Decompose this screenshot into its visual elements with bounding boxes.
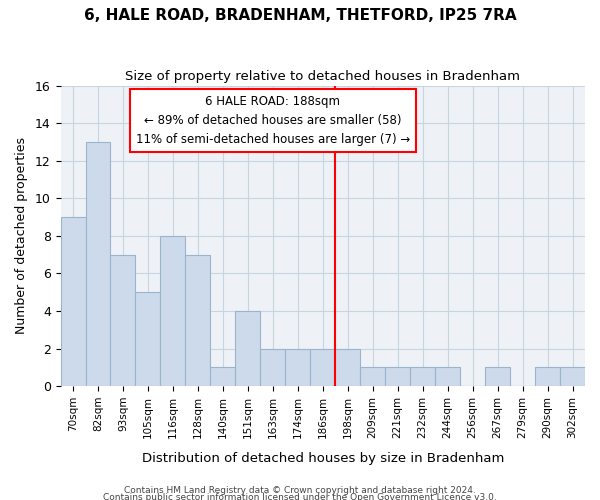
Text: Contains public sector information licensed under the Open Government Licence v3: Contains public sector information licen…	[103, 494, 497, 500]
Title: Size of property relative to detached houses in Bradenham: Size of property relative to detached ho…	[125, 70, 520, 83]
Bar	[136, 292, 160, 386]
Bar	[185, 254, 211, 386]
Text: Contains HM Land Registry data © Crown copyright and database right 2024.: Contains HM Land Registry data © Crown c…	[124, 486, 476, 495]
Bar	[235, 311, 260, 386]
Bar	[310, 348, 335, 387]
Text: 6 HALE ROAD: 188sqm
← 89% of detached houses are smaller (58)
11% of semi-detach: 6 HALE ROAD: 188sqm ← 89% of detached ho…	[136, 95, 410, 146]
Bar	[535, 368, 560, 386]
Bar	[160, 236, 185, 386]
Bar	[560, 368, 585, 386]
Bar	[260, 348, 286, 387]
Bar	[86, 142, 110, 386]
Bar	[385, 368, 410, 386]
Y-axis label: Number of detached properties: Number of detached properties	[15, 138, 28, 334]
Bar	[435, 368, 460, 386]
Bar	[410, 368, 435, 386]
Bar	[286, 348, 310, 387]
Bar	[61, 217, 86, 386]
Bar	[110, 254, 136, 386]
Bar	[485, 368, 510, 386]
Text: 6, HALE ROAD, BRADENHAM, THETFORD, IP25 7RA: 6, HALE ROAD, BRADENHAM, THETFORD, IP25 …	[83, 8, 517, 22]
Bar	[211, 368, 235, 386]
Bar	[335, 348, 360, 387]
X-axis label: Distribution of detached houses by size in Bradenham: Distribution of detached houses by size …	[142, 452, 504, 465]
Bar	[360, 368, 385, 386]
